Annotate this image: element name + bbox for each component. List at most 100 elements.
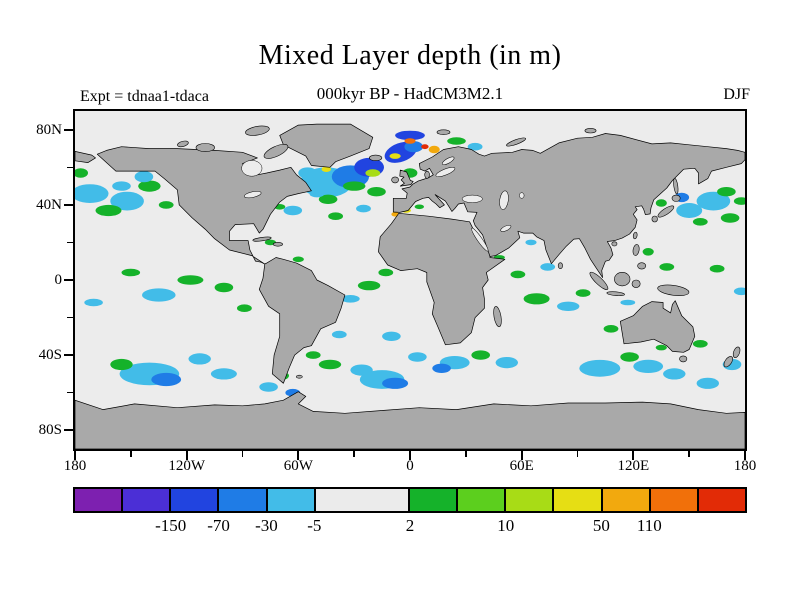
landmass-antarctica xyxy=(75,391,745,449)
anomaly-blob xyxy=(158,201,174,209)
lon-tick-label: 120E xyxy=(617,458,650,474)
colorbar-tick-label: 50 xyxy=(592,516,610,535)
island xyxy=(263,144,289,159)
experiment-label: Expt = tdnaa1-tdaca xyxy=(80,88,209,105)
anomaly-blob xyxy=(467,142,483,151)
colorbar-tick-label: -5 xyxy=(307,516,322,535)
island xyxy=(637,262,647,270)
colorbar-segment xyxy=(313,489,408,511)
anomaly-blob xyxy=(525,239,537,246)
anomaly-blob xyxy=(151,372,182,387)
lon-minor-tick xyxy=(688,451,690,457)
island xyxy=(723,356,733,368)
lat-minor-tick xyxy=(67,166,73,169)
anomaly-blob xyxy=(395,130,425,141)
anomaly-blob xyxy=(75,168,88,178)
lon-minor-tick xyxy=(130,451,132,457)
island xyxy=(589,271,609,290)
anomaly-blob xyxy=(367,187,386,197)
lon-tick-label: 60E xyxy=(509,458,534,474)
lat-tick xyxy=(64,354,73,357)
anomaly-blob xyxy=(75,184,109,203)
lon-tick-label: 180 xyxy=(733,458,757,474)
island xyxy=(631,279,641,288)
anomaly-blob xyxy=(214,282,234,293)
colorbar-tick-label: -30 xyxy=(255,516,278,535)
anomaly-blob xyxy=(510,270,526,279)
anomaly-blob xyxy=(138,180,161,192)
colorbar-segment xyxy=(121,489,170,511)
colorbar-tick-label: -70 xyxy=(207,516,230,535)
anomaly-blob xyxy=(421,144,429,150)
colorbar-segment xyxy=(600,489,649,511)
anomaly-blob xyxy=(642,248,654,256)
anomaly-blob xyxy=(414,204,424,210)
island xyxy=(606,291,625,297)
inland-water xyxy=(244,191,262,199)
colorbar-tick-label: 2 xyxy=(405,516,415,535)
anomaly-blob xyxy=(663,368,686,380)
anomaly-blob xyxy=(523,293,550,305)
anomaly-blob xyxy=(237,304,252,312)
lat-minor-tick xyxy=(67,391,73,394)
colorbar-segment xyxy=(169,489,218,511)
colorbar-segment xyxy=(552,489,601,511)
island xyxy=(584,128,597,134)
inland-water xyxy=(241,160,263,177)
anomaly-blob xyxy=(298,167,317,179)
anomaly-blob xyxy=(341,295,360,303)
lat-tick xyxy=(64,203,73,206)
island xyxy=(657,284,690,296)
plot-subtitle: 000kyr BP - HadCM3M2.1 xyxy=(316,84,504,103)
anomaly-blob xyxy=(356,204,371,213)
lat-tick-label: 80S xyxy=(38,422,62,439)
anomaly-blob xyxy=(321,166,331,172)
anomaly-blob xyxy=(404,141,424,153)
colorbar-segment xyxy=(265,489,314,511)
colorbar-tick-label: 110 xyxy=(636,516,662,535)
anomaly-blob xyxy=(259,382,278,392)
anomaly-blob xyxy=(309,189,325,198)
island xyxy=(272,242,283,247)
lon-tick-label: 180 xyxy=(63,458,87,474)
anomaly-blob xyxy=(447,137,466,145)
anomaly-blob xyxy=(318,194,338,204)
landmass-southamerica xyxy=(258,257,346,384)
anomaly-blob xyxy=(620,352,639,362)
anomaly-blob xyxy=(318,359,342,370)
landmass-northamerica xyxy=(96,146,312,265)
inland-water xyxy=(500,224,512,232)
lat-tick-label: 80N xyxy=(36,121,62,138)
lon-minor-tick xyxy=(576,451,579,457)
anomaly-blob xyxy=(134,171,154,183)
anomaly-blob xyxy=(121,268,141,277)
anomaly-blob xyxy=(495,357,518,369)
inland-water xyxy=(435,167,456,177)
island xyxy=(732,346,741,358)
island xyxy=(369,154,383,162)
colorbar-segment xyxy=(75,489,122,511)
colorbar-segment xyxy=(456,489,505,511)
colorbar xyxy=(73,487,747,513)
anomaly-blob xyxy=(692,340,708,348)
inland-water xyxy=(519,192,525,199)
anomaly-blob xyxy=(84,298,103,307)
anomaly-blob xyxy=(603,325,619,333)
anomaly-blob xyxy=(305,351,321,359)
colorbar-segment xyxy=(504,489,553,511)
anomaly-blob xyxy=(350,364,373,376)
anomaly-blob xyxy=(110,191,144,211)
island xyxy=(195,143,215,152)
anomaly-blob xyxy=(142,288,176,302)
lon-minor-tick xyxy=(241,451,244,457)
anomaly-blob xyxy=(696,191,731,211)
island xyxy=(296,374,303,379)
island xyxy=(177,140,189,148)
colorbar-labels: -150 -70 -30 -5 2 10 50 110 xyxy=(75,516,745,538)
anomaly-blob xyxy=(210,368,237,380)
anomaly-blob xyxy=(733,287,745,296)
landmass-chukotkawest xyxy=(75,151,96,163)
lon-minor-tick xyxy=(465,451,467,457)
lat-tick xyxy=(64,128,73,131)
anomaly-blob xyxy=(432,363,451,373)
